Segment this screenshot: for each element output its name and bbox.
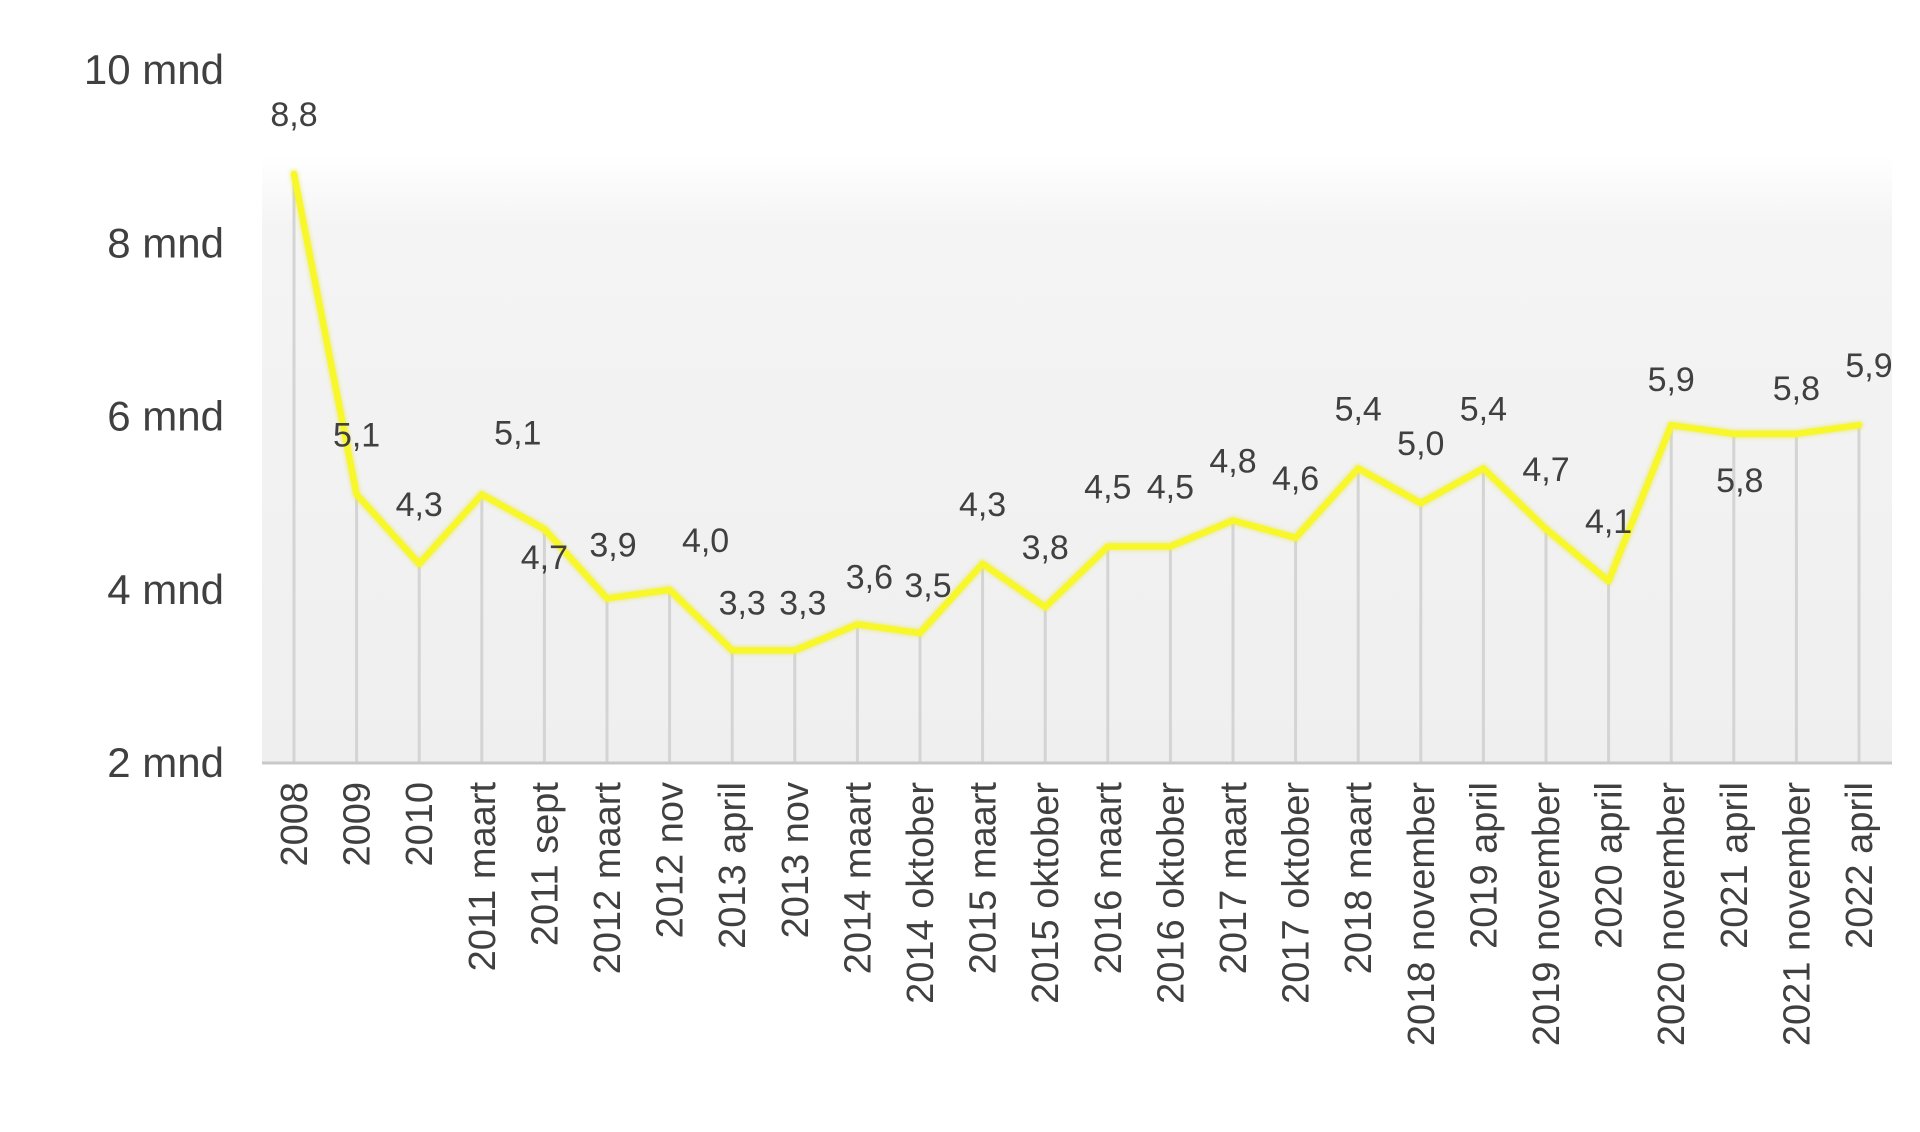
data-label: 4,5	[1084, 468, 1131, 506]
data-label: 4,3	[959, 486, 1006, 524]
x-tick-label: 2010	[399, 782, 441, 867]
data-point	[1793, 430, 1800, 437]
data-point	[729, 647, 736, 654]
x-tick-label: 2018 november	[1401, 782, 1443, 1046]
y-tick-label: 4 mnd	[107, 566, 224, 613]
plot-background	[262, 155, 1892, 763]
data-label: 4,5	[1147, 468, 1194, 506]
x-tick-label: 2009	[337, 782, 379, 867]
grid-lines	[292, 173, 1861, 763]
x-tick-label: 2019 april	[1463, 782, 1505, 949]
data-label: 5,0	[1397, 425, 1444, 463]
x-tick-label: 2020 november	[1651, 782, 1693, 1046]
data-label: 5,9	[1845, 347, 1892, 385]
data-point	[604, 595, 610, 602]
data-label: 4,7	[1522, 451, 1569, 489]
x-tick-label: 2012 maart	[587, 782, 629, 975]
data-label: 5,4	[1335, 390, 1382, 428]
data-point	[1730, 430, 1737, 437]
data-point	[1480, 465, 1487, 472]
series-line	[289, 168, 1864, 656]
y-tick-label: 6 mnd	[107, 393, 224, 440]
data-label: 5,9	[1648, 361, 1695, 399]
y-axis: 10 mnd 8 mnd 6 mnd 4 mnd 2 mnd	[84, 46, 224, 786]
x-tick-label: 2011 sept	[524, 782, 566, 947]
data-point	[1292, 534, 1299, 541]
x-tick-label: 2019 november	[1526, 782, 1568, 1046]
data-label: 4,8	[1209, 442, 1256, 480]
data-point	[791, 647, 798, 654]
x-axis: 2008 2009 2010 2011 maart 2011 sept 2012 maar…	[274, 782, 1881, 1047]
x-tick-label: 2020 april	[1589, 782, 1631, 949]
x-tick-label: 2022 april	[1839, 782, 1881, 949]
data-label: 8,8	[270, 96, 317, 134]
data-point	[478, 491, 485, 498]
data-point	[1543, 526, 1549, 533]
y-tick-label: 8 mnd	[107, 219, 224, 266]
data-label: 3,6	[846, 558, 893, 596]
data-point	[1856, 422, 1862, 429]
data-label: 4,1	[1585, 503, 1632, 541]
x-tick-label: 2014 maart	[837, 782, 879, 975]
x-tick-label: 2012 nov	[650, 782, 692, 938]
x-tick-label: 2017 oktober	[1276, 782, 1318, 1004]
data-point	[854, 621, 861, 628]
data-label: 4,0	[682, 522, 729, 560]
data-point	[917, 630, 923, 637]
data-label: 5,8	[1716, 462, 1763, 500]
data-point	[666, 586, 673, 593]
data-point	[1230, 517, 1236, 524]
data-label: 3,3	[719, 584, 766, 622]
data-point	[1355, 465, 1362, 472]
x-tick-label: 2008	[274, 782, 316, 867]
x-tick-label: 2018 maart	[1338, 782, 1380, 975]
x-tick-label: 2014 oktober	[900, 782, 942, 1004]
data-label: 3,3	[779, 584, 826, 622]
x-tick-label: 2015 maart	[963, 782, 1005, 975]
y-tick-label: 10 mnd	[84, 46, 224, 93]
data-point	[1605, 578, 1612, 585]
data-label: 4,6	[1272, 460, 1319, 498]
data-point	[1417, 500, 1424, 507]
data-point	[1104, 543, 1111, 550]
data-label: 4,7	[521, 539, 568, 577]
x-tick-label: 2016 oktober	[1150, 782, 1192, 1004]
x-tick-label: 2021 april	[1714, 782, 1756, 949]
data-point	[1042, 604, 1049, 611]
x-tick-label: 2021 november	[1776, 782, 1818, 1046]
data-point	[353, 491, 360, 498]
data-label: 5,1	[494, 414, 541, 452]
data-label: 5,4	[1460, 390, 1507, 428]
data-label: 4,3	[396, 486, 443, 524]
x-tick-label: 2013 nov	[775, 782, 817, 938]
y-tick-label: 2 mnd	[107, 739, 224, 786]
x-tick-label: 2015 oktober	[1025, 782, 1067, 1004]
data-label: 5,1	[333, 416, 380, 454]
data-label: 3,5	[904, 567, 951, 605]
data-labels: 8,8 5,1 4,3 5,1 4,7 3,9 4,0 3,3 3,3 3,6 3,5 4,3 3,8 4…	[270, 96, 1892, 622]
data-point	[1668, 422, 1675, 429]
data-label: 5,8	[1773, 370, 1820, 408]
data-label: 3,8	[1022, 529, 1069, 567]
data-point	[416, 560, 423, 567]
series-line-path	[290, 170, 1863, 654]
data-point	[291, 170, 297, 177]
data-point	[979, 560, 986, 567]
x-tick-label: 2016 maart	[1088, 782, 1130, 975]
data-point	[541, 526, 548, 533]
x-tick-label: 2013 april	[712, 782, 754, 949]
x-tick-label: 2017 maart	[1213, 782, 1255, 975]
x-tick-label: 2011 maart	[462, 782, 504, 972]
data-point	[1167, 543, 1174, 550]
data-label: 3,9	[589, 526, 636, 564]
